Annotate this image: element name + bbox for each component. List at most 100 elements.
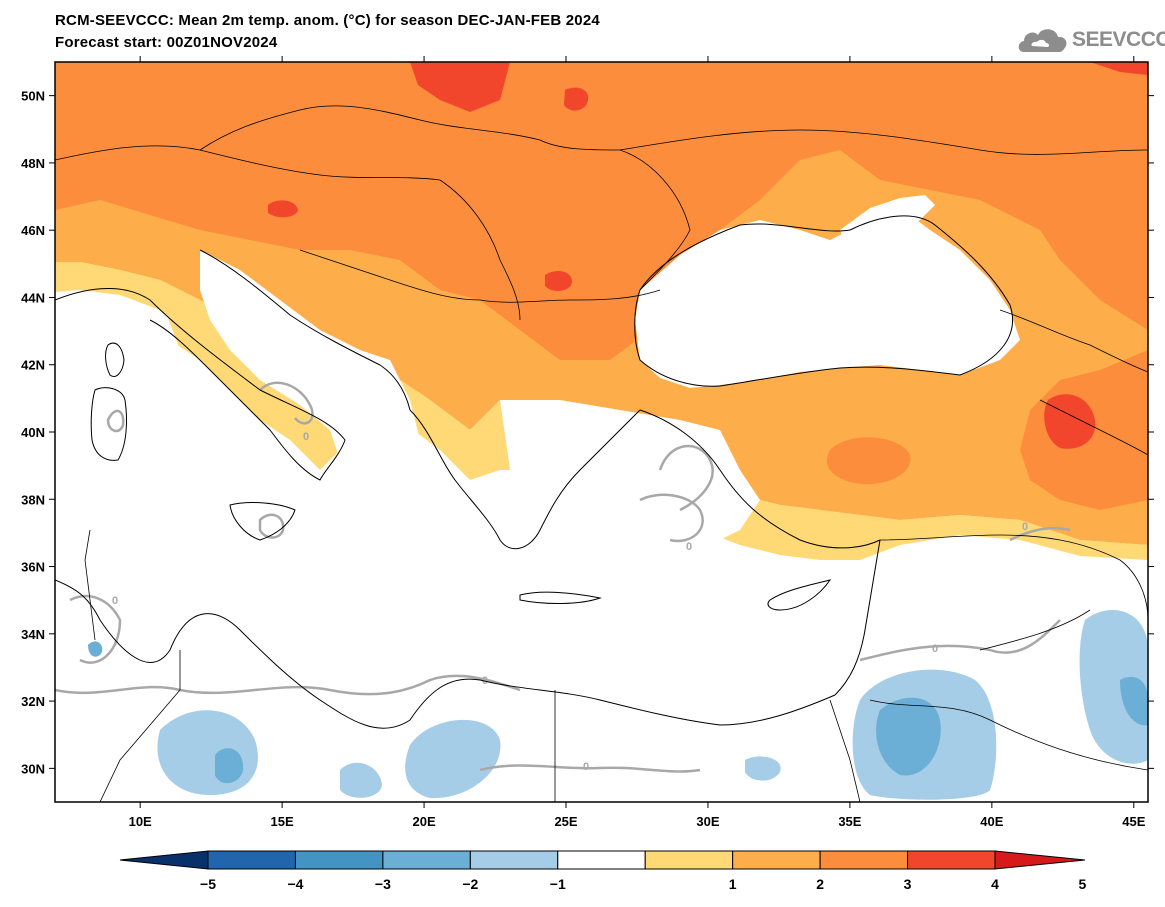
- colorbar-box: [644, 850, 734, 870]
- contour-label: 0: [303, 431, 309, 443]
- adriatic-ionian-aegean: [200, 250, 880, 740]
- lat-label: 34N: [21, 627, 45, 642]
- coastline-italy: [55, 288, 346, 481]
- anomaly-zone-neg-libya-2: [215, 748, 244, 784]
- lon-label: 40E: [980, 814, 1003, 829]
- colorbar-tick-label: −3: [375, 876, 391, 892]
- lat-label: 48N: [21, 156, 45, 171]
- anomaly-zone-neg-arabia-core: [876, 697, 941, 776]
- lat-label: 50N: [21, 89, 45, 104]
- mediterranean-sea: [55, 330, 330, 615]
- lat-label: 30N: [21, 761, 45, 776]
- lat-label: 38N: [21, 492, 45, 507]
- latitude-axis: 50N 48N 46N 44N 42N 40N 38N 36N 34N 32N 30N: [21, 89, 1154, 776]
- lon-label: 35E: [838, 814, 861, 829]
- zero-contour-syria: [1009, 526, 1071, 542]
- anomaly-zone-4-5-alps: [268, 200, 298, 218]
- logo-text: SEEVCCC: [1072, 28, 1165, 51]
- colorbar-arrow-high: [994, 850, 1086, 870]
- contour-label: 0: [112, 595, 118, 607]
- colorbar-tick-label: −1: [550, 876, 566, 892]
- coastline-adriatic: [199, 249, 411, 411]
- anomaly-zone-neg-iraq-core: [1120, 676, 1148, 726]
- coastline-black-sea: [634, 215, 1014, 387]
- colorbar-box: [469, 850, 559, 870]
- country-borders: [55, 105, 1148, 802]
- border-libya-tunisia: [99, 650, 181, 802]
- colorbar-box: [819, 850, 909, 870]
- coastline-greece: [409, 409, 641, 550]
- coastline-levant: [834, 539, 881, 696]
- border-danube: [439, 179, 521, 321]
- coastline-cyprus: [767, 579, 832, 611]
- forecast-start-label: Forecast start: 00Z01NOV2024: [55, 34, 278, 51]
- zero-contour-italy: [259, 381, 314, 425]
- zero-contour-aegean: [639, 493, 704, 543]
- border-caucasus: [999, 309, 1148, 373]
- zero-contour-turkey: [658, 444, 714, 512]
- colorbar-tick-label: −2: [462, 876, 478, 892]
- colorbar-tick-label: 4: [991, 876, 999, 892]
- cloud-icon: [1018, 29, 1067, 52]
- colorbar-box: [382, 850, 471, 870]
- coastline-sardinia: [90, 387, 127, 461]
- lat-label: 46N: [21, 223, 45, 238]
- colorbar-box: [207, 850, 296, 870]
- border-balkans: [299, 249, 661, 303]
- coastline-corsica: [105, 342, 125, 377]
- aegean-core: [500, 400, 760, 560]
- colorbar-arrow-low: [119, 850, 209, 870]
- colorbar-box: [294, 850, 384, 870]
- lon-label: 15E: [271, 814, 294, 829]
- border-central-europe: [199, 105, 541, 151]
- colorbar-box: [732, 850, 821, 870]
- coastline-sicily: [229, 502, 296, 541]
- zero-contour-sahara: [479, 764, 701, 773]
- colorbar-tick-label: −4: [287, 876, 303, 892]
- border-romania: [539, 139, 691, 291]
- border-syria: [879, 534, 1148, 621]
- colorbar-tick-label: 3: [904, 876, 912, 892]
- coastline-turkey: [639, 409, 881, 549]
- colorbar-box: [907, 850, 996, 870]
- lat-label: 40N: [21, 425, 45, 440]
- contour-label: 0: [1022, 521, 1028, 533]
- border-iraq: [979, 609, 1091, 651]
- lon-label: 25E: [554, 814, 577, 829]
- anomaly-zone-3-4-turkey: [826, 437, 911, 485]
- anomaly-zone-1-2-italy: [165, 310, 350, 470]
- anomaly-zone-neg-egypt: [405, 719, 501, 799]
- border-ukraine: [619, 129, 1148, 155]
- anomaly-zone-neg-tunisia: [88, 641, 103, 657]
- seevccc-logo: SEEVCCC: [1016, 22, 1165, 58]
- anomaly-zone-4-5-ukraine: [564, 87, 589, 111]
- contour-label: 0: [932, 643, 938, 655]
- anomaly-zone-neg-libya-3: [340, 762, 382, 798]
- coastline-crete: [519, 591, 602, 604]
- zero-contour-sicily: [258, 513, 285, 539]
- anomaly-zone-4-5-poland: [410, 62, 510, 112]
- zero-contour-libya: [55, 674, 521, 696]
- colorbar-box: [557, 850, 646, 870]
- lat-label: 32N: [21, 694, 45, 709]
- colorbar: −5 −4 −3 −2 −1 1 2 3 4 5: [119, 850, 1087, 892]
- anomaly-zone-3-4-north: [55, 62, 1148, 360]
- contour-label: 0: [686, 541, 692, 553]
- longitude-axis: 10E 15E 20E 25E 30E 35E 40E 45E: [129, 56, 1146, 829]
- anomaly-zone-neg-libya-1: [157, 710, 258, 795]
- chart-title: RCM-SEEVCCC: Mean 2m temp. anom. (°C) fo…: [55, 12, 600, 29]
- border-turkey-east: [1039, 399, 1148, 456]
- anomaly-zone-4-5-romania: [545, 270, 572, 291]
- zero-contour-sardinia: [106, 409, 125, 433]
- zero-contour-tunisia: [69, 594, 122, 664]
- lon-label: 30E: [696, 814, 719, 829]
- anomaly-zone-4-5-ne-corner: [1090, 62, 1148, 75]
- lon-label: 45E: [1122, 814, 1145, 829]
- border-alps: [55, 145, 441, 181]
- lon-label: 20E: [412, 814, 435, 829]
- colorbar-tick-label: 1: [729, 876, 737, 892]
- azov-sea: [840, 195, 935, 245]
- coastlines: [55, 215, 1014, 729]
- anomaly-zone-neg-sinai: [745, 756, 781, 781]
- anomaly-zone-neg-iraq: [1079, 610, 1148, 764]
